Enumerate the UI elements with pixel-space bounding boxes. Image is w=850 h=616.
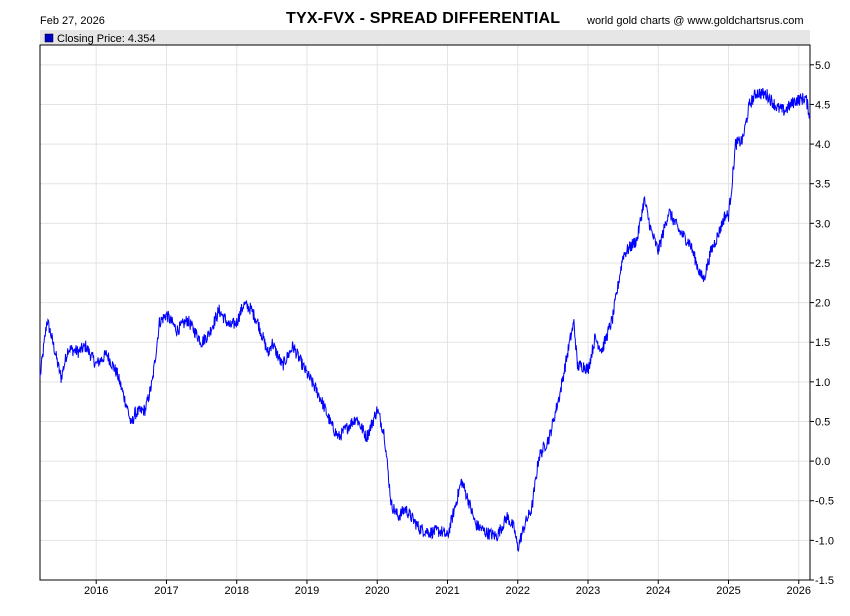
x-tick-label: 2016 xyxy=(84,585,108,597)
y-tick-label: 3.5 xyxy=(815,179,830,191)
x-tick-label: 2025 xyxy=(716,585,740,597)
x-tick-label: 2024 xyxy=(646,585,670,597)
legend-label: Closing Price: 4.354 xyxy=(57,33,155,45)
y-tick-label: 2.5 xyxy=(815,258,830,270)
y-tick-label: 1.0 xyxy=(815,377,830,389)
y-tick-label: -1.0 xyxy=(815,535,834,547)
y-tick-label: 0.0 xyxy=(815,456,830,468)
x-tick-label: 2026 xyxy=(787,585,811,597)
grid-lines xyxy=(40,45,810,581)
x-tick-label: 2017 xyxy=(154,585,178,597)
plot-frame xyxy=(39,44,811,581)
y-tick-label: 5.0 xyxy=(815,60,830,72)
series-line-closing-price xyxy=(39,88,811,552)
chart-source: world gold charts @ www.goldchartsrus.co… xyxy=(587,15,804,27)
x-tick-label: 2018 xyxy=(224,585,248,597)
legend-background xyxy=(40,30,810,45)
y-tick-label: -0.5 xyxy=(815,496,834,508)
legend-swatch xyxy=(44,33,54,43)
y-tick-label: 1.5 xyxy=(815,337,830,349)
chart-date: Feb 27, 2026 xyxy=(40,15,105,27)
x-axis: 2016 2017 2018 2019 2020 2021 2022 2023 2024 2025… xyxy=(84,580,811,597)
x-tick-label: 2019 xyxy=(295,585,319,597)
y-tick-label: 4.5 xyxy=(815,99,830,111)
x-tick-label: 2021 xyxy=(435,585,459,597)
y-tick-label: 0.5 xyxy=(815,416,830,428)
y-tick-label: 3.0 xyxy=(815,218,830,230)
y-tick-label: -1.5 xyxy=(815,575,834,587)
y-axis: 5.0 4.5 4.0 3.5 3.0 2.5 2.0 1.5 1.0 0.5 0.0 -0.5 -1.… xyxy=(810,60,834,587)
y-tick-label: 2.0 xyxy=(815,298,830,310)
y-tick-label: 4.0 xyxy=(815,139,830,151)
x-tick-label: 2023 xyxy=(576,585,600,597)
x-tick-label: 2022 xyxy=(505,585,529,597)
x-tick-label: 2020 xyxy=(365,585,389,597)
chart-title: TYX-FVX - SPREAD DIFFERENTIAL xyxy=(286,10,561,27)
